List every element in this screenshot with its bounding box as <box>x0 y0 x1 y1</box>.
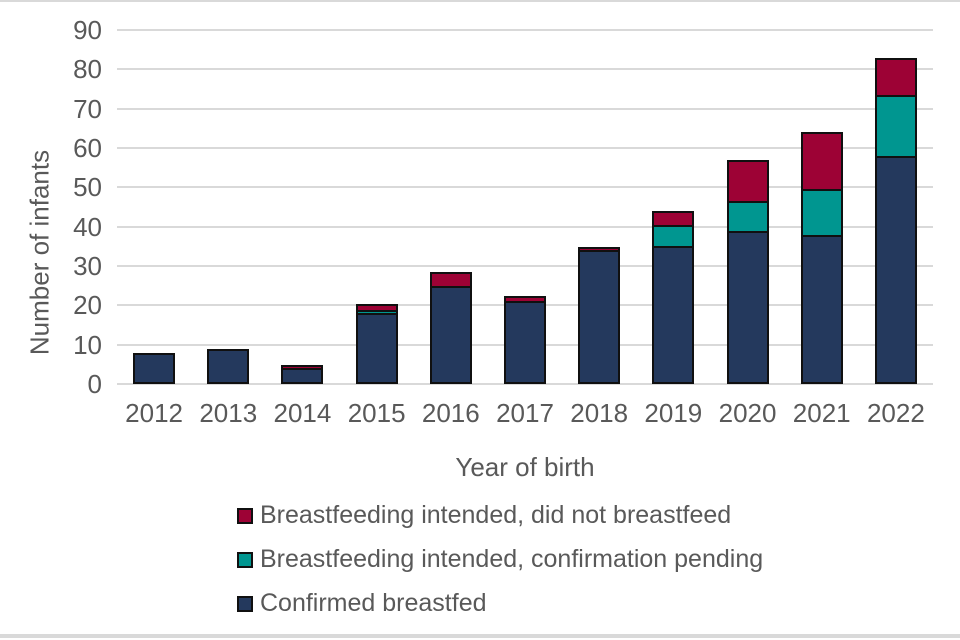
bar-segment-confirmed-breastfed <box>800 234 843 384</box>
x-tick-label: 2019 <box>644 398 703 428</box>
legend-label: Confirmed breastfed <box>260 589 487 617</box>
bar-segment-confirmed-breastfed <box>429 285 472 384</box>
gridline <box>117 29 933 31</box>
bar-2013 <box>207 348 250 384</box>
y-tick-label: 60 <box>73 133 102 163</box>
legend-label: Breastfeeding intended, did not breastfe… <box>260 501 732 529</box>
y-tick-label: 40 <box>73 211 102 242</box>
y-tick-label: 30 <box>73 251 102 281</box>
y-tick-label: 80 <box>73 54 102 85</box>
y-tick-label: 0 <box>87 369 102 399</box>
bar-segment-breastfeeding-intended-did-not-breastfeed <box>874 57 917 97</box>
legend-swatch <box>237 551 253 568</box>
gridline <box>117 107 933 110</box>
y-tick-label: 20 <box>73 290 102 321</box>
y-tick-label: 50 <box>73 172 102 203</box>
bar-segment-confirmed-breastfed <box>281 368 324 384</box>
bar-segment-confirmed-breastfed <box>578 250 621 384</box>
gridline <box>117 186 933 189</box>
bar-2017 <box>504 295 546 384</box>
y-tick-label: 10 <box>73 329 102 360</box>
x-axis-title: Year of birth <box>455 452 595 482</box>
x-tick-label: 2016 <box>421 398 480 428</box>
bar-segment-confirmed-breastfed <box>874 155 917 384</box>
gridline <box>117 147 933 149</box>
bar-segment-confirmed-breastfed <box>726 230 769 384</box>
bar-segment-breastfeeding-intended-did-not-breastfeed <box>726 159 769 204</box>
bar-segment-breastfeeding-intended-did-not-breastfeed <box>800 132 843 192</box>
bar-segment-breastfeeding-intended-confirmation-pending <box>800 189 843 237</box>
legend-label: Breastfeeding intended, confirmation pen… <box>260 545 764 573</box>
bar-2012 <box>133 352 176 384</box>
y-tick-label: 90 <box>73 15 102 45</box>
bar-segment-breastfeeding-intended-confirmation-pending <box>726 201 769 233</box>
bar-segment-confirmed-breastfed <box>652 246 695 384</box>
bar-2020 <box>726 159 769 384</box>
bar-2018 <box>578 247 621 384</box>
bar-segment-confirmed-breastfed <box>504 301 546 384</box>
bottom-divider <box>0 634 960 638</box>
gridline <box>117 265 933 267</box>
x-tick-label: 2018 <box>570 398 629 428</box>
bar-2022 <box>874 57 917 384</box>
bar-2014 <box>281 365 324 384</box>
x-tick-label: 2012 <box>125 398 183 428</box>
legend-swatch <box>237 595 253 612</box>
bar-2016 <box>429 271 472 384</box>
gridline <box>117 225 933 228</box>
x-tick-label: 2020 <box>718 398 777 428</box>
x-tick-label: 2013 <box>199 398 258 428</box>
gridline <box>117 383 933 385</box>
top-divider <box>0 0 960 2</box>
legend-item: Confirmed breastfed <box>237 589 763 618</box>
x-tick-label: 2014 <box>273 398 332 428</box>
bar-segment-confirmed-breastfed <box>207 348 250 384</box>
x-tick-label: 2015 <box>347 398 406 428</box>
legend-swatch <box>237 507 253 524</box>
bar-segment-confirmed-breastfed <box>133 352 176 384</box>
bar-2019 <box>652 211 695 384</box>
bar-2015 <box>355 304 398 384</box>
legend-item: Breastfeeding intended, did not breastfe… <box>237 501 763 530</box>
y-axis-title: Number of infants <box>24 149 55 356</box>
x-tick-label: 2017 <box>496 398 554 428</box>
gridline <box>117 68 933 71</box>
bar-segment-breastfeeding-intended-confirmation-pending <box>874 94 917 158</box>
bar-segment-breastfeeding-intended-confirmation-pending <box>652 224 695 249</box>
x-tick-label: 2022 <box>866 398 925 428</box>
legend: Breastfeeding intended, did not breastfe… <box>237 501 763 633</box>
x-tick-label: 2021 <box>792 398 851 428</box>
y-tick-label: 70 <box>73 93 102 124</box>
bar-segment-confirmed-breastfed <box>355 313 398 384</box>
legend-item: Breastfeeding intended, confirmation pen… <box>237 545 763 574</box>
bar-2021 <box>800 132 843 384</box>
